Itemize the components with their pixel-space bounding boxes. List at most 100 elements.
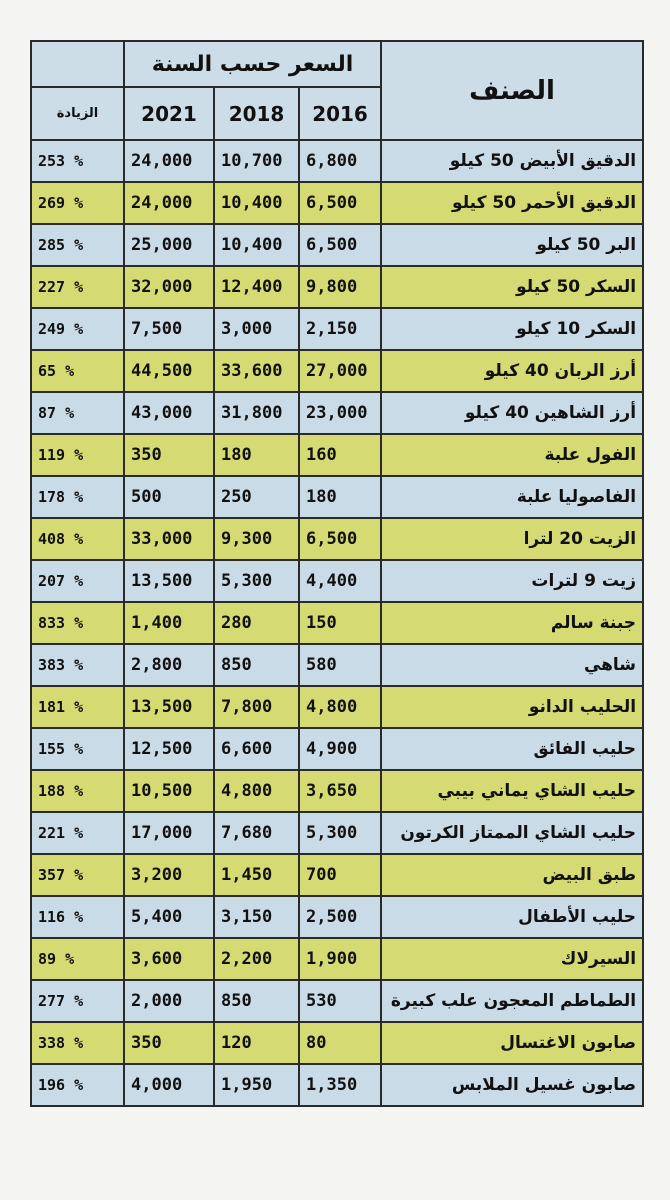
increase: % 253: [30, 139, 125, 183]
increase: % 119: [30, 433, 125, 477]
item: السكر 50 كيلو: [380, 265, 645, 309]
table-row: الدقيق الأحمر 50 كيلو 6,500 10,400 24,000% …: [30, 181, 645, 225]
increase: % 383: [30, 643, 125, 687]
price-2021: 43,000: [122, 391, 216, 435]
increase: % 277: [30, 979, 125, 1023]
price-2016: 2,150: [298, 307, 383, 351]
increase: % 408: [30, 517, 125, 561]
price-2021: 350: [122, 433, 216, 477]
price-2018: 850: [213, 979, 301, 1023]
price-2018: 2,200: [213, 937, 301, 981]
item: الدقيق الأبيض 50 كيلو: [380, 139, 645, 183]
table-row: السكر 50 كيلو 9,800 12,400 32,000% 227: [30, 265, 645, 309]
price-2018: 5,300: [213, 559, 301, 603]
table-row: الزيت 20 لترا 6,500 9,300 33,000% 408: [30, 517, 645, 561]
table-row: الدقيق الأبيض 50 كيلو 6,800 10,700 24,000% …: [30, 139, 645, 183]
price-2018: 1,450: [213, 853, 301, 897]
year-header: 2016: [298, 86, 383, 141]
price-2016: 4,800: [298, 685, 383, 729]
increase: % 833: [30, 601, 125, 645]
price-2016: 4,400: [298, 559, 383, 603]
price-2016: 80: [298, 1021, 383, 1065]
table-row: حليب الشاي يماني بيبي 3,650 4,800 10,500% 1…: [30, 769, 645, 813]
table-row: حليب الشاي الممتاز الكرتون 5,300 7,680 17,0…: [30, 811, 645, 855]
price-2021: 3,200: [122, 853, 216, 897]
price-2021: 1,400: [122, 601, 216, 645]
table-row: جبنة سالم 150 280 1,400% 833: [30, 601, 645, 645]
price-2018: 7,800: [213, 685, 301, 729]
increase: % 221: [30, 811, 125, 855]
item: حليب الشاي الممتاز الكرتون: [380, 811, 645, 855]
table-row: الطماطم المعجون علب كبيرة 530 850 2,000% 27…: [30, 979, 645, 1023]
item: البر 50 كيلو: [380, 223, 645, 267]
table-row: الفول علبة 160 180 350% 119: [30, 433, 645, 477]
item: الفول علبة: [380, 433, 645, 477]
price-2021: 24,000: [122, 139, 216, 183]
price-2016: 150: [298, 601, 383, 645]
item: حليب الأطفال: [380, 895, 645, 939]
item: السيرلاك: [380, 937, 645, 981]
item: جبنة سالم: [380, 601, 645, 645]
table-row: حليب الفائق 4,900 6,600 12,500% 155: [30, 727, 645, 771]
price-2021: 4,000: [122, 1063, 216, 1107]
table-row: أرز الشاهين 40 كيلو 23,000 31,800 43,000% 8…: [30, 391, 645, 435]
item-header: الصنف: [380, 40, 645, 141]
price-2018: 10,400: [213, 181, 301, 225]
increase: % 357: [30, 853, 125, 897]
price-2018: 7,680: [213, 811, 301, 855]
item: الحليب الدانو: [380, 685, 645, 729]
price-2016: 1,350: [298, 1063, 383, 1107]
table-row: الحليب الدانو 4,800 7,800 13,500% 181: [30, 685, 645, 729]
price-2021: 2,000: [122, 979, 216, 1023]
table-row: صابون غسيل الملابس 1,350 1,950 4,000% 196: [30, 1063, 645, 1107]
item: الفاصوليا علبة: [380, 475, 645, 519]
price-2021: 7,500: [122, 307, 216, 351]
price-2018: 12,400: [213, 265, 301, 309]
table-row: السيرلاك 1,900 2,200 3,600% 89: [30, 937, 645, 981]
price-2021: 500: [122, 475, 216, 519]
price-2016: 3,650: [298, 769, 383, 813]
table-row: زيت 9 لترات 4,400 5,300 13,500% 207: [30, 559, 645, 603]
price-2021: 44,500: [122, 349, 216, 393]
price-2021: 13,500: [122, 685, 216, 729]
price-2018: 250: [213, 475, 301, 519]
price-2018: 3,150: [213, 895, 301, 939]
price-table: الصنف السعر حسب السنة 2016 2018 2021 الز…: [30, 39, 645, 1107]
price-2021: 17,000: [122, 811, 216, 855]
price-2016: 1,900: [298, 937, 383, 981]
group-header: السعر حسب السنة: [122, 39, 383, 89]
blank-cell: [30, 39, 125, 88]
price-2021: 5,400: [122, 895, 216, 939]
price-2021: 24,000: [122, 181, 216, 225]
table-row: الفاصوليا علبة 180 250 500% 178: [30, 475, 645, 519]
item: أرز الشاهين 40 كيلو: [380, 391, 645, 435]
item: الطماطم المعجون علب كبيرة: [380, 979, 645, 1023]
item: صابون غسيل الملابس: [380, 1063, 645, 1107]
price-2016: 2,500: [298, 895, 383, 939]
increase: % 196: [30, 1063, 125, 1107]
price-2018: 10,400: [213, 223, 301, 267]
increase: % 116: [30, 895, 125, 939]
price-2016: 6,500: [298, 223, 383, 267]
price-2016: 530: [298, 979, 383, 1023]
table-row: أرز الربان 40 كيلو 27,000 33,600 44,500% 65: [30, 349, 645, 393]
item: طبق البيض: [380, 853, 645, 897]
price-2016: 23,000: [298, 391, 383, 435]
item: أرز الربان 40 كيلو: [380, 349, 645, 393]
price-2021: 350: [122, 1021, 216, 1065]
price-2016: 6,500: [298, 181, 383, 225]
price-2016: 4,900: [298, 727, 383, 771]
year-header: 2018: [213, 86, 301, 141]
increase-header: الزيادة: [30, 86, 125, 141]
item: صابون الاغتسال: [380, 1021, 645, 1065]
price-2018: 31,800: [213, 391, 301, 435]
price-2018: 850: [213, 643, 301, 687]
price-2016: 27,000: [298, 349, 383, 393]
increase: % 207: [30, 559, 125, 603]
table-row: صابون الاغتسال 80 120 350% 338: [30, 1021, 645, 1065]
price-2018: 10,700: [213, 139, 301, 183]
increase: % 188: [30, 769, 125, 813]
price-2016: 9,800: [298, 265, 383, 309]
table-row: حليب الأطفال 2,500 3,150 5,400% 116: [30, 895, 645, 939]
